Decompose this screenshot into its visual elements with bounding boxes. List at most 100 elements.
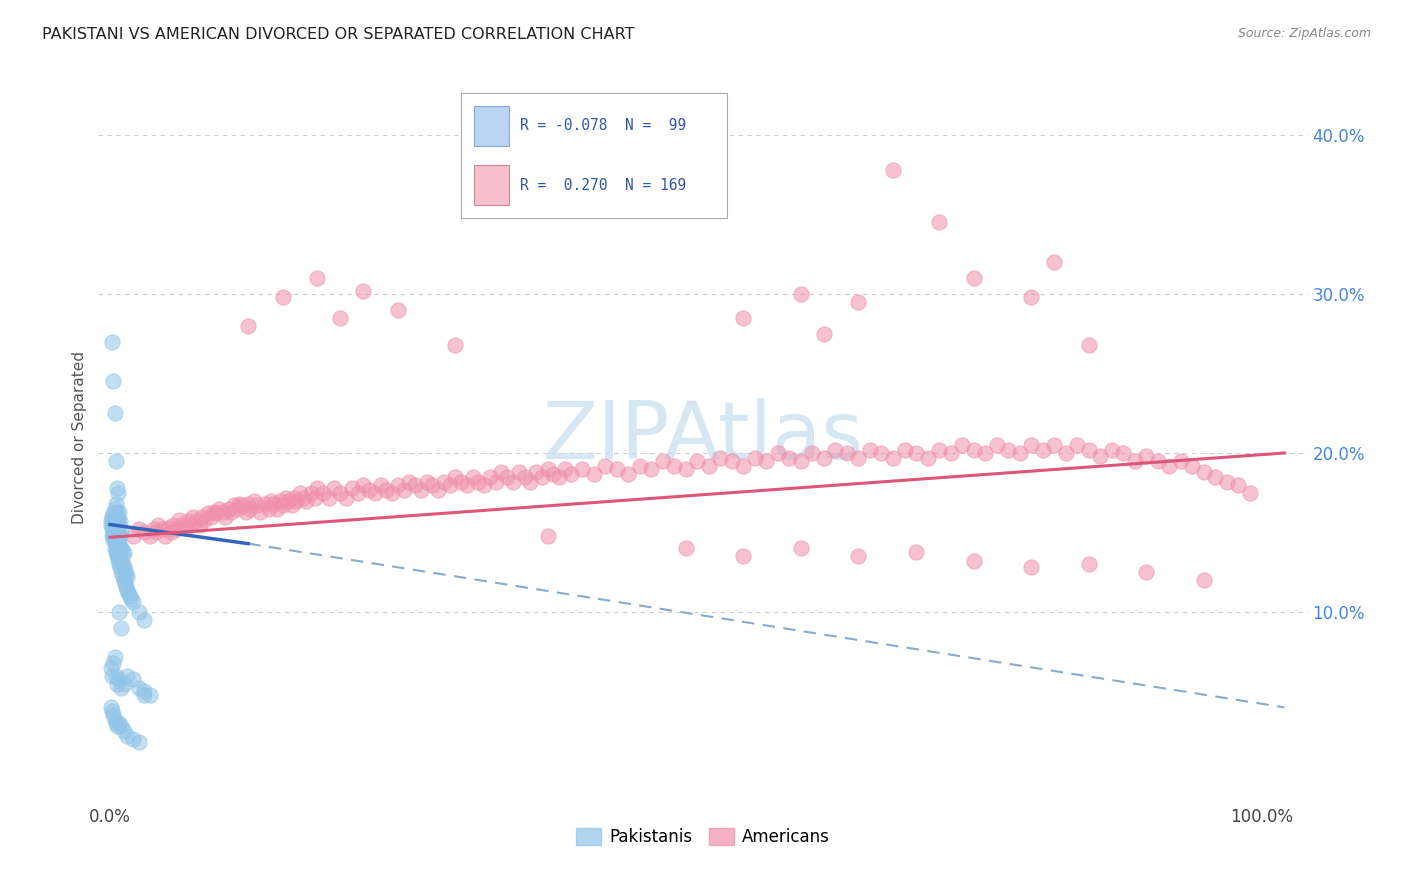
Point <box>801 446 824 460</box>
Point <box>519 475 541 489</box>
Point <box>733 549 755 564</box>
Point <box>110 541 132 556</box>
Point <box>166 522 188 536</box>
Point <box>1019 290 1042 304</box>
Point <box>276 491 298 505</box>
Point <box>1204 470 1226 484</box>
Point <box>485 475 508 489</box>
Point <box>110 560 132 574</box>
Point <box>104 716 127 731</box>
Point <box>103 525 125 540</box>
Point <box>103 529 125 543</box>
Point <box>628 458 651 473</box>
Point <box>108 517 131 532</box>
Point <box>103 525 125 540</box>
Point <box>211 505 233 519</box>
Point <box>986 438 1008 452</box>
Point <box>675 462 697 476</box>
Point <box>218 501 240 516</box>
Point <box>115 580 138 594</box>
Point <box>150 522 173 536</box>
Point <box>733 310 755 325</box>
Point <box>905 544 928 558</box>
Point <box>122 595 145 609</box>
Point <box>110 541 132 556</box>
Point <box>107 525 129 540</box>
Point <box>427 483 450 497</box>
Point <box>103 375 125 389</box>
Point <box>491 465 513 479</box>
Point <box>720 454 742 468</box>
Point <box>962 271 984 285</box>
Point <box>554 462 576 476</box>
Point <box>134 688 156 702</box>
Point <box>352 284 374 298</box>
Point <box>114 564 136 578</box>
Point <box>225 501 247 516</box>
Point <box>104 529 127 543</box>
Point <box>103 507 125 521</box>
Point <box>1147 454 1170 468</box>
Point <box>835 446 858 460</box>
Point <box>108 605 131 619</box>
Point <box>513 470 536 484</box>
Point <box>824 442 846 457</box>
Point <box>205 507 228 521</box>
Point <box>214 509 236 524</box>
Point <box>593 458 616 473</box>
Point <box>893 442 915 457</box>
Point <box>962 442 984 457</box>
Point <box>456 477 478 491</box>
Point <box>790 541 813 556</box>
Point <box>193 513 215 527</box>
Point <box>617 467 640 481</box>
Point <box>301 485 323 500</box>
Point <box>134 684 156 698</box>
Point <box>112 573 135 587</box>
Point <box>103 533 125 548</box>
Point <box>536 462 558 476</box>
Point <box>103 713 125 727</box>
Point <box>110 681 132 696</box>
Point <box>260 493 283 508</box>
Point <box>235 505 257 519</box>
Point <box>444 470 467 484</box>
Point <box>108 548 131 562</box>
Point <box>180 517 202 532</box>
Point <box>524 465 547 479</box>
Point <box>508 465 530 479</box>
Point <box>318 491 340 505</box>
Point <box>409 483 432 497</box>
Point <box>101 529 124 543</box>
Point <box>686 454 709 468</box>
Point <box>271 290 294 304</box>
Point <box>200 509 222 524</box>
Point <box>103 649 125 664</box>
Point <box>107 544 129 558</box>
Point <box>283 491 305 505</box>
Point <box>733 458 755 473</box>
Point <box>107 485 129 500</box>
Point <box>404 477 426 491</box>
Point <box>1135 449 1157 463</box>
Point <box>128 605 150 619</box>
Point <box>108 538 131 552</box>
Point <box>173 521 195 535</box>
Point <box>107 536 129 550</box>
Point <box>231 499 253 513</box>
Point <box>105 517 128 532</box>
Point <box>219 505 242 519</box>
Point <box>115 570 138 584</box>
Point <box>304 491 326 505</box>
Point <box>848 294 870 309</box>
Point <box>335 491 357 505</box>
Point <box>104 505 127 519</box>
Point <box>1043 438 1066 452</box>
Point <box>111 558 134 572</box>
Point <box>101 334 124 349</box>
Point <box>128 735 150 749</box>
Point <box>104 497 127 511</box>
Point <box>997 442 1019 457</box>
Point <box>115 668 138 682</box>
Point <box>778 450 800 465</box>
